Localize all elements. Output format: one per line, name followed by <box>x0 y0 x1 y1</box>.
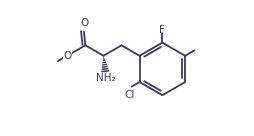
Text: F: F <box>160 25 165 35</box>
Text: Cl: Cl <box>125 90 135 100</box>
Text: O: O <box>63 51 71 61</box>
Text: NH₂: NH₂ <box>96 73 116 83</box>
Text: O: O <box>80 18 88 28</box>
